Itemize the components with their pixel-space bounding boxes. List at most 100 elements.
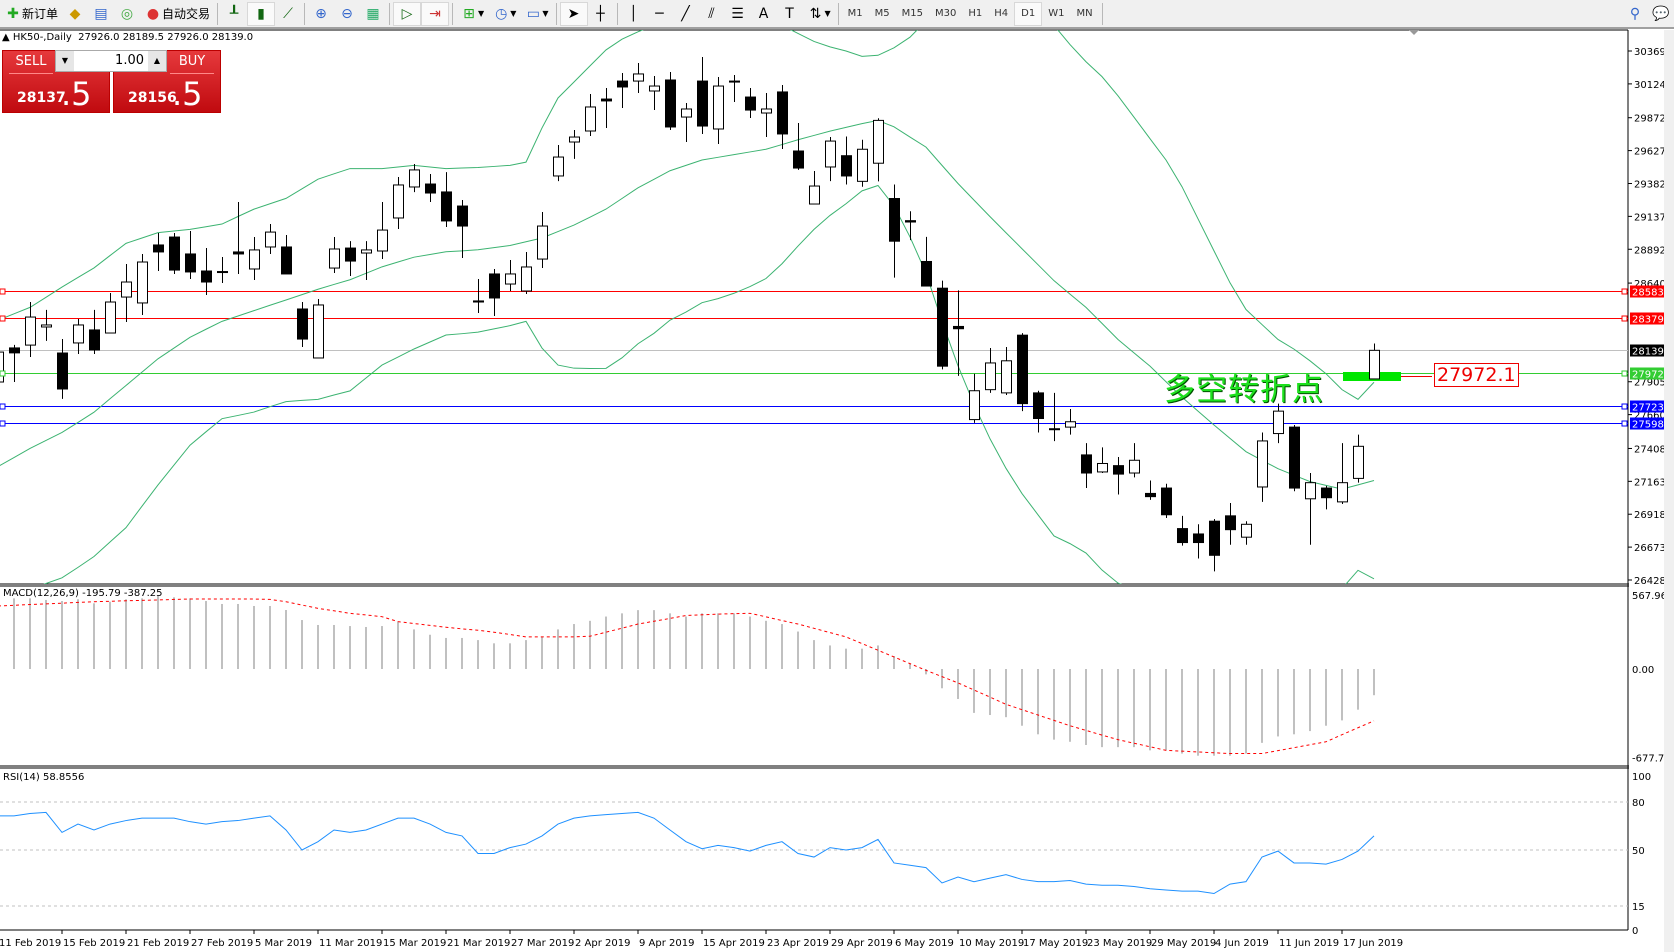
candle: [425, 173, 436, 203]
macd-histogram-bar: [413, 629, 415, 669]
candle-body-bullish: [1273, 410, 1284, 435]
level-price-label: 27723.4: [1632, 403, 1673, 414]
annotation-text[interactable]: 多空转折点: [1164, 372, 1324, 408]
periods-button[interactable]: ◷ ▼: [488, 2, 520, 26]
line-chart-button[interactable]: ⟋: [275, 2, 301, 26]
candle-body-bullish: [985, 362, 996, 391]
market-watch-button[interactable]: ◆: [62, 2, 88, 26]
auto-trading-label: 自动交易: [162, 7, 211, 21]
indicators-button[interactable]: ⊞ ▼: [456, 2, 488, 26]
macd-histogram-bar: [925, 669, 927, 675]
equidistant-channel-button[interactable]: ⫽: [699, 2, 725, 26]
timeframe-d1[interactable]: D1: [1014, 1, 1043, 26]
level-handle-icon: [1621, 315, 1628, 322]
signals-button[interactable]: ◎: [114, 2, 140, 26]
rsi-axis-label: 50: [1632, 846, 1645, 857]
toolbar-separator: [616, 2, 618, 25]
date-tick-label: 15 Feb 2019: [63, 938, 125, 949]
date-tick-label: 6 May 2019: [895, 938, 954, 949]
candle: [217, 257, 228, 283]
tile-windows-button[interactable]: ▦: [360, 2, 386, 26]
volume-decrease-button[interactable]: ▼: [56, 51, 74, 71]
chart-shift-button[interactable]: ⇥: [421, 1, 450, 26]
new-order-button[interactable]: ✚ 新订单: [0, 2, 62, 26]
vertical-line-button[interactable]: │: [621, 2, 647, 26]
timeframe-m5[interactable]: M5: [874, 8, 890, 19]
volume-stepper[interactable]: ▼ 1.00 ▲: [55, 50, 167, 72]
candle-body-bullish: [361, 249, 372, 254]
collapse-triangle-icon[interactable]: ▲: [2, 32, 10, 43]
arrows-icon: ⇅: [809, 5, 822, 22]
candle-body-bearish: [841, 155, 852, 177]
macd-histogram-bar: [397, 621, 399, 669]
macd-histogram-bar: [605, 616, 607, 669]
arrows-button[interactable]: ⇅ ▼: [803, 2, 835, 26]
timeframe-m30[interactable]: M30: [935, 8, 957, 19]
scrollbar-track[interactable]: [1664, 30, 1674, 952]
date-tick-label: 11 Feb 2019: [0, 938, 61, 949]
templates-button[interactable]: ▭ ▼: [520, 2, 552, 26]
horizontal-line-button[interactable]: ─: [647, 2, 673, 26]
macd-histogram-bar: [765, 620, 767, 669]
timeframe-mn[interactable]: MN: [1076, 8, 1093, 19]
candle: [569, 130, 580, 159]
macd-histogram-bar: [893, 656, 895, 669]
cursor-button[interactable]: ➤: [559, 1, 588, 26]
level-handle-icon: [1621, 370, 1628, 377]
text-button[interactable]: A: [751, 2, 777, 26]
rsi-axis-label: 80: [1632, 798, 1645, 809]
macd-histogram-bar: [1277, 669, 1279, 737]
navigator-icon: ▤: [94, 5, 108, 22]
macd-histogram-bar: [493, 643, 495, 669]
date-tick-label: 11 Jun 2019: [1279, 938, 1339, 949]
search-button[interactable]: ⚲: [1622, 2, 1648, 26]
date-tick-label: 23 May 2019: [1087, 938, 1152, 949]
candle: [777, 84, 788, 149]
crosshair-button[interactable]: ┼: [588, 2, 614, 26]
trendline-button[interactable]: ╱: [673, 2, 699, 26]
candlestick-button[interactable]: ▮: [247, 1, 276, 26]
price-tick-label: 29137.0: [1634, 212, 1674, 223]
timeframe-h1[interactable]: H1: [968, 8, 983, 19]
date-tick-label: 9 Apr 2019: [639, 938, 694, 949]
candle: [249, 237, 260, 280]
timeframe-h4[interactable]: H4: [994, 8, 1009, 19]
candle: [1225, 502, 1236, 545]
candle-body-bearish: [169, 236, 180, 271]
candle: [761, 93, 772, 138]
chat-button[interactable]: 💬: [1648, 2, 1674, 26]
candle: [873, 118, 884, 182]
candle: [1145, 480, 1156, 500]
candle-body-bearish: [489, 273, 500, 299]
toolbar-separator: [217, 2, 219, 25]
timeframe-m1[interactable]: M1: [847, 8, 863, 19]
auto-trading-button[interactable]: ● 自动交易: [140, 2, 214, 26]
candle-body-bearish: [441, 191, 452, 222]
annotation-price-label[interactable]: 27972.1: [1434, 363, 1519, 387]
candle: [105, 293, 116, 334]
level-handle-icon: [1621, 420, 1628, 427]
macd-histogram-bar: [637, 610, 639, 669]
candle-body-bullish: [809, 185, 820, 205]
text-label-button[interactable]: T: [777, 2, 803, 26]
candle-body-bearish: [89, 329, 100, 351]
navigator-button[interactable]: ▤: [88, 2, 114, 26]
sell-price: 28137: [17, 90, 66, 106]
macd-histogram-bar: [365, 626, 367, 669]
candle: [1113, 457, 1124, 495]
zoom-out-button[interactable]: ⊖: [334, 2, 360, 26]
date-tick-label: 2 Apr 2019: [575, 938, 630, 949]
timeframe-w1[interactable]: W1: [1048, 8, 1065, 19]
zoom-in-button[interactable]: ⊕: [308, 2, 334, 26]
candle-body-bullish: [1353, 445, 1364, 479]
bar-chart-button[interactable]: ┸: [221, 2, 247, 26]
sell-label: SELL: [9, 51, 53, 74]
auto-scroll-button[interactable]: ▷: [393, 1, 422, 26]
volume-input[interactable]: 1.00: [74, 51, 148, 71]
macd-histogram-bar: [1197, 669, 1199, 756]
fibonacci-button[interactable]: ☰: [725, 2, 751, 26]
volume-increase-button[interactable]: ▲: [148, 51, 166, 71]
date-tick-label: 15 Mar 2019: [383, 938, 446, 949]
timeframe-m15[interactable]: M15: [901, 8, 924, 19]
